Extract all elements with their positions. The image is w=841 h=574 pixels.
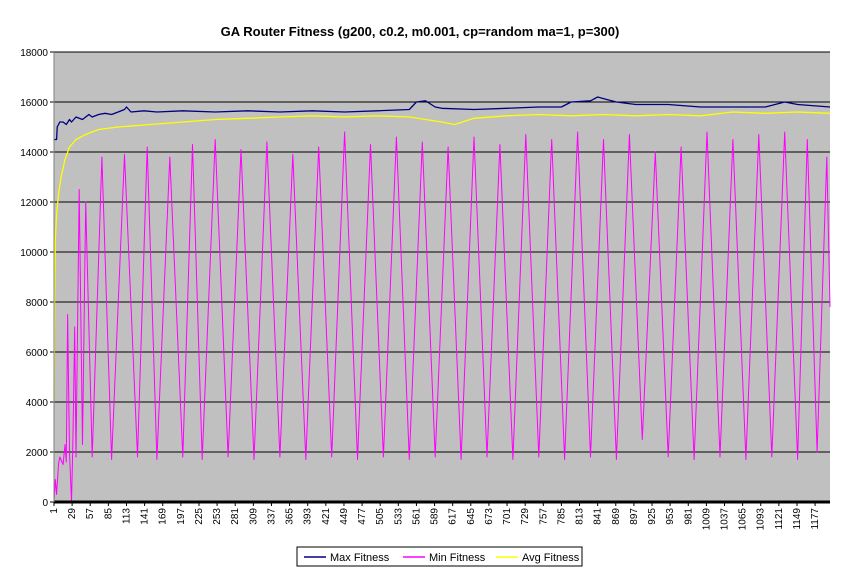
x-tick-label: 449: [339, 508, 350, 525]
gridlines: [54, 51, 830, 453]
x-tick-label: 1009: [701, 508, 712, 531]
plot-area: [54, 52, 830, 502]
x-tick-label: 533: [393, 508, 404, 525]
x-tick-label: 1093: [756, 508, 767, 531]
x-tick-label: 505: [375, 508, 386, 525]
x-tick-label: 141: [140, 508, 151, 525]
legend: Max Fitness Min Fitness Avg Fitness: [296, 546, 583, 567]
x-tick-label: 617: [448, 508, 459, 525]
series-min-fitness: [53, 131, 831, 503]
x-tick-label: 337: [266, 508, 277, 525]
x-tick-label: 1: [49, 508, 60, 514]
y-tick-label: 16000: [20, 98, 48, 109]
y-tick-label: 14000: [20, 148, 48, 159]
x-tick-label: 953: [665, 508, 676, 525]
y-tick-label: 10000: [20, 248, 48, 259]
x-tick-label: 281: [230, 508, 241, 525]
x-tick-label: 729: [520, 508, 531, 525]
x-tick-label: 673: [484, 508, 495, 525]
x-tick-label: 1065: [738, 508, 749, 531]
chart-title: GA Router Fitness (g200, c0.2, m0.001, c…: [221, 24, 620, 39]
x-tick-label: 1037: [720, 508, 731, 531]
x-tick-label: 113: [121, 508, 132, 524]
x-tick-label: 365: [285, 508, 296, 525]
x-tick-label: 1149: [792, 508, 803, 530]
x-tick-label: 1177: [810, 508, 821, 530]
y-tick-label: 12000: [20, 198, 48, 209]
x-tick-label: 925: [647, 508, 658, 525]
x-tick-label: 897: [629, 508, 640, 525]
y-tick-label: 4000: [26, 398, 49, 409]
x-tick-label: 757: [538, 508, 549, 525]
y-tick-label: 0: [42, 498, 48, 509]
legend-avg-label: Avg Fitness: [522, 552, 580, 564]
series-max-fitness: [54, 96, 831, 141]
x-tick-label: 253: [212, 508, 223, 525]
x-tick-label: 29: [67, 508, 78, 520]
series-avg-fitness: [53, 111, 831, 403]
x-axis-ticks: 1 29 57 85 113 141 169 197 225 253 281 309 337 365 393…: [49, 502, 821, 530]
x-tick-label: 589: [430, 508, 441, 525]
x-tick-label: 225: [194, 508, 205, 525]
y-tick-label: 18000: [20, 48, 48, 59]
x-tick-label: 197: [176, 508, 187, 525]
y-axis-ticks: 0 2000 4000 6000 8000 10000 12000 14000 16000 180…: [20, 48, 54, 509]
x-tick-label: 785: [556, 508, 567, 525]
y-tick-label: 2000: [26, 448, 49, 459]
y-tick-label: 8000: [26, 298, 49, 309]
y-tick-label: 6000: [26, 348, 49, 359]
x-tick-label: 477: [357, 508, 368, 525]
x-tick-label: 561: [411, 508, 422, 525]
x-tick-label: 393: [303, 508, 314, 525]
x-tick-label: 813: [575, 508, 586, 525]
x-tick-label: 1121: [774, 508, 785, 530]
x-tick-label: 57: [85, 508, 96, 520]
x-tick-label: 981: [683, 508, 694, 525]
x-tick-label: 701: [502, 508, 513, 525]
legend-box: [296, 546, 583, 567]
x-tick-label: 169: [158, 508, 169, 525]
legend-max-label: Max Fitness: [330, 552, 390, 564]
x-tick-label: 645: [466, 508, 477, 525]
series-lines: [53, 96, 831, 503]
x-tick-label: 309: [248, 508, 259, 525]
x-tick-label: 421: [321, 508, 332, 525]
x-tick-label: 869: [611, 508, 622, 525]
x-tick-label: 841: [593, 508, 604, 525]
legend-min-label: Min Fitness: [429, 552, 486, 564]
x-tick-label: 85: [103, 508, 114, 520]
